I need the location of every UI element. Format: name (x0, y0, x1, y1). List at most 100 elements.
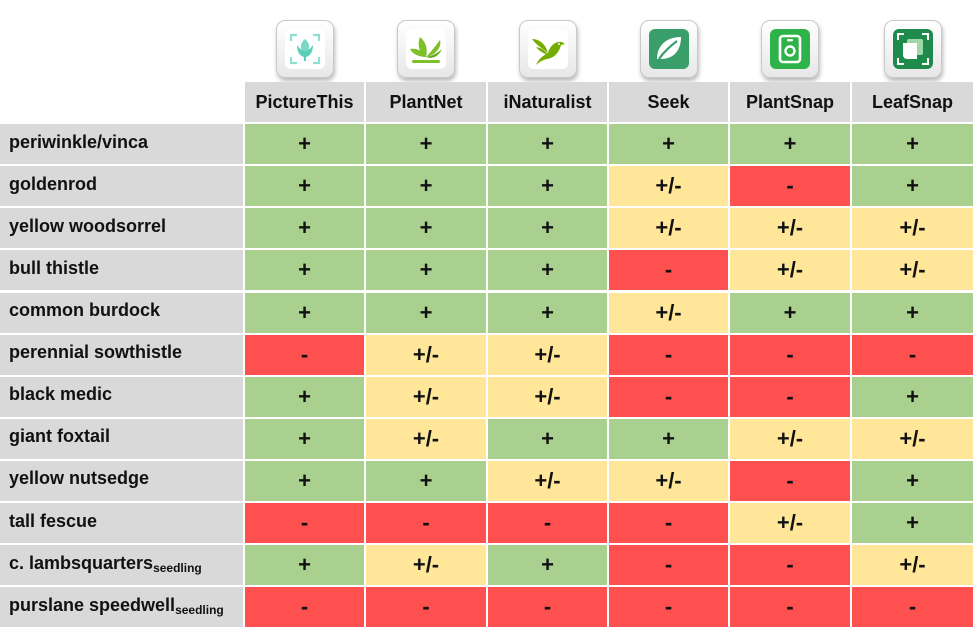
result-cell: + (366, 460, 486, 501)
result-cell: + (245, 418, 364, 459)
result-cell: + (245, 250, 364, 291)
picturethis-icon (275, 20, 334, 78)
table-row: tall fescue - - - - +/- + (0, 503, 975, 543)
row-label-subscript: seedling (175, 603, 224, 618)
result-cell: + (488, 208, 607, 249)
result-cell: - (245, 334, 364, 375)
result-cell: - (609, 545, 728, 586)
result-cell: - (730, 545, 850, 586)
result-cell: + (245, 545, 364, 586)
result-cell: +/- (366, 334, 486, 375)
result-cell: +/- (730, 503, 850, 543)
result-cell: + (488, 166, 607, 207)
header-blank-cell (0, 82, 243, 122)
result-cell: +/- (488, 334, 607, 375)
row-label: tall fescue (0, 503, 243, 543)
row-label-text: giant foxtail (9, 426, 111, 447)
result-cell: +/- (730, 208, 850, 249)
row-label: black medic (0, 376, 243, 417)
result-cell: + (609, 418, 728, 459)
result-cell: - (730, 166, 850, 207)
table-row: purslane speedwell seedling - - - - - - (0, 587, 975, 628)
row-label-text: bull thistle (9, 257, 99, 278)
result-cell: +/- (366, 418, 486, 459)
result-cell: + (852, 503, 973, 543)
result-cell: + (488, 292, 607, 333)
row-label-text: c. lambsquarters (9, 552, 154, 573)
row-label: yellow woodsorrel (0, 208, 243, 249)
plantsnap-icon (761, 20, 819, 78)
result-cell: +/- (609, 292, 728, 333)
result-cell: + (488, 418, 607, 459)
result-cell: - (730, 334, 850, 375)
result-cell: - (609, 250, 728, 291)
table-row: yellow nutsedge + + +/- +/- - + (0, 460, 975, 501)
row-label-text: perennial sowthistle (9, 342, 183, 363)
row-label-text: black medic (9, 384, 113, 405)
row-label-text: yellow nutsedge (9, 468, 150, 489)
row-label: goldenrod (0, 166, 243, 207)
row-label: giant foxtail (0, 418, 243, 459)
leafsnap-icon (883, 20, 942, 78)
result-cell: +/- (730, 418, 850, 459)
result-cell: + (730, 292, 850, 333)
result-cell: + (488, 124, 607, 165)
result-cell: - (488, 587, 607, 628)
result-cell: +/- (609, 460, 728, 501)
row-label-text: periwinkle/vinca (9, 131, 149, 152)
result-cell: +/- (730, 250, 850, 291)
row-label-text: purslane speedwell (9, 594, 176, 615)
table-row: periwinkle/vinca + + + + + + (0, 124, 975, 165)
row-label-subscript: seedling (153, 561, 202, 576)
column-header-seek: Seek (609, 82, 728, 122)
column-header-picturethis: PictureThis (245, 82, 364, 122)
table-row: giant foxtail + +/- + + +/- +/- (0, 418, 975, 459)
table-row: c. lambsquarters seedling + +/- + - - +/- (0, 545, 975, 586)
result-cell: - (245, 503, 364, 543)
result-cell: - (609, 503, 728, 543)
result-cell: + (245, 166, 364, 207)
result-cell: + (609, 124, 728, 165)
result-cell: + (366, 208, 486, 249)
column-header-inaturalist: iNaturalist (488, 82, 607, 122)
table-row: bull thistle + + + - +/- +/- (0, 250, 975, 291)
row-label-text: common burdock (9, 300, 161, 320)
column-header-plantsnap: PlantSnap (730, 82, 850, 122)
row-label: common burdock (0, 292, 243, 333)
column-header-leafsnap: LeafSnap (852, 82, 973, 122)
result-cell: + (852, 166, 973, 207)
result-cell: - (609, 587, 728, 628)
table-row: perennial sowthistle - +/- +/- - - - (0, 334, 975, 375)
table-row: yellow woodsorrel + + + +/- +/- +/- (0, 208, 975, 249)
result-cell: +/- (366, 376, 486, 417)
row-label: periwinkle/vinca (0, 124, 243, 165)
result-cell: - (730, 376, 850, 417)
plantnet-icon (397, 20, 455, 78)
result-cell: - (366, 587, 486, 628)
result-cell: +/- (852, 418, 973, 459)
result-cell: + (852, 124, 973, 165)
column-header-plantnet: PlantNet (366, 82, 486, 122)
row-label-text: yellow woodsorrel (9, 215, 167, 236)
seek-icon (639, 20, 698, 78)
result-cell: + (366, 124, 486, 165)
result-cell: - (609, 376, 728, 417)
result-cell: - (366, 503, 486, 543)
result-cell: - (245, 587, 364, 628)
row-label-text: goldenrod (9, 173, 97, 194)
result-cell: +/- (609, 166, 728, 207)
result-cell: + (730, 124, 850, 165)
result-cell: +/- (609, 208, 728, 249)
table-row: common burdock + + + +/- + + (0, 292, 975, 333)
result-cell: + (852, 292, 973, 333)
result-cell: + (366, 250, 486, 291)
row-label: purslane speedwell seedling (0, 587, 243, 628)
result-cell: + (245, 124, 364, 165)
result-cell: +/- (852, 250, 973, 291)
row-label: yellow nutsedge (0, 460, 243, 501)
result-cell: +/- (366, 545, 486, 586)
result-cell: + (488, 545, 607, 586)
result-cell: + (366, 166, 486, 207)
result-cell: +/- (852, 545, 973, 586)
result-cell: + (245, 208, 364, 249)
